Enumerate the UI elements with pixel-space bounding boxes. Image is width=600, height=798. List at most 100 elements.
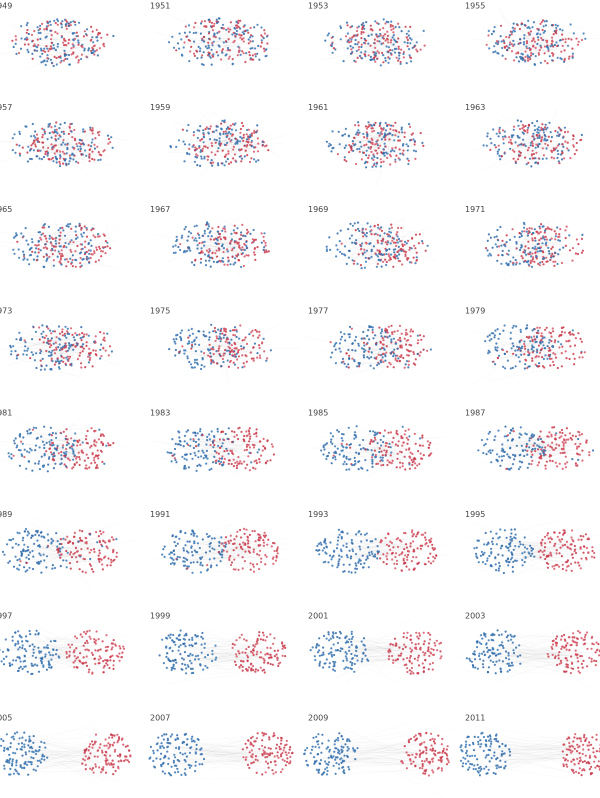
node	[546, 226, 549, 229]
node	[330, 36, 333, 39]
node	[66, 143, 69, 146]
node	[533, 124, 536, 127]
node	[534, 251, 537, 254]
node	[56, 255, 59, 258]
node	[510, 347, 513, 350]
node	[532, 44, 535, 47]
node	[84, 240, 87, 243]
node	[68, 125, 71, 128]
node	[520, 232, 523, 236]
node	[528, 227, 531, 230]
node	[65, 344, 68, 347]
node	[84, 438, 88, 441]
node	[561, 143, 564, 146]
node	[78, 354, 81, 357]
node	[354, 349, 357, 352]
node	[200, 63, 204, 66]
node	[40, 49, 43, 52]
node	[518, 155, 521, 158]
node	[209, 125, 212, 128]
node	[45, 450, 48, 453]
node	[57, 325, 61, 328]
node	[93, 251, 96, 255]
node	[33, 359, 37, 362]
node	[517, 60, 521, 63]
node	[527, 230, 531, 233]
node	[353, 59, 356, 62]
node	[384, 33, 387, 36]
node	[405, 143, 408, 146]
node	[348, 325, 352, 328]
network-panel: 1975	[150, 307, 301, 386]
node	[537, 126, 540, 129]
edge	[211, 34, 231, 50]
node	[107, 137, 110, 141]
node	[221, 357, 224, 361]
node	[415, 256, 418, 259]
node	[388, 153, 392, 156]
node	[545, 241, 548, 244]
node	[207, 223, 210, 226]
node	[75, 31, 78, 34]
node	[31, 122, 34, 126]
node	[85, 434, 88, 438]
node	[237, 21, 240, 24]
node	[49, 426, 53, 429]
node	[176, 42, 180, 45]
node	[218, 249, 221, 252]
node	[497, 135, 500, 138]
node	[381, 51, 384, 55]
node	[196, 363, 199, 366]
node	[494, 348, 497, 351]
node	[90, 25, 93, 28]
edge	[214, 36, 230, 48]
node	[364, 256, 367, 259]
node	[376, 239, 379, 242]
node	[64, 465, 68, 468]
node	[72, 336, 75, 339]
node	[411, 330, 415, 333]
node	[42, 146, 45, 149]
edge	[213, 47, 216, 51]
node	[53, 47, 56, 50]
node	[513, 30, 517, 33]
node	[263, 50, 266, 53]
node	[20, 232, 23, 235]
network-panel: 1965	[0, 205, 118, 274]
node	[103, 336, 106, 339]
node	[522, 138, 525, 141]
node	[25, 353, 28, 356]
node	[369, 242, 372, 245]
node	[90, 253, 93, 256]
node	[232, 229, 235, 232]
node	[350, 48, 353, 51]
node	[532, 21, 536, 24]
node	[397, 47, 400, 51]
node	[85, 33, 88, 36]
node	[532, 232, 535, 235]
nodes	[9, 324, 113, 371]
node	[10, 353, 13, 356]
node	[10, 350, 13, 353]
node	[229, 242, 232, 245]
node	[372, 337, 375, 340]
node	[387, 50, 390, 53]
node	[64, 362, 67, 365]
node	[72, 51, 75, 54]
node	[399, 60, 402, 64]
node	[406, 354, 409, 357]
node	[46, 54, 49, 57]
node	[232, 148, 235, 151]
edge	[34, 32, 49, 36]
node	[412, 138, 415, 141]
node	[351, 36, 354, 39]
node	[218, 232, 222, 236]
network-panel: 1959	[150, 103, 285, 174]
node	[388, 335, 391, 338]
node	[64, 159, 67, 162]
node	[498, 154, 501, 157]
nodes	[167, 17, 269, 66]
node	[234, 34, 237, 37]
node	[106, 33, 109, 36]
